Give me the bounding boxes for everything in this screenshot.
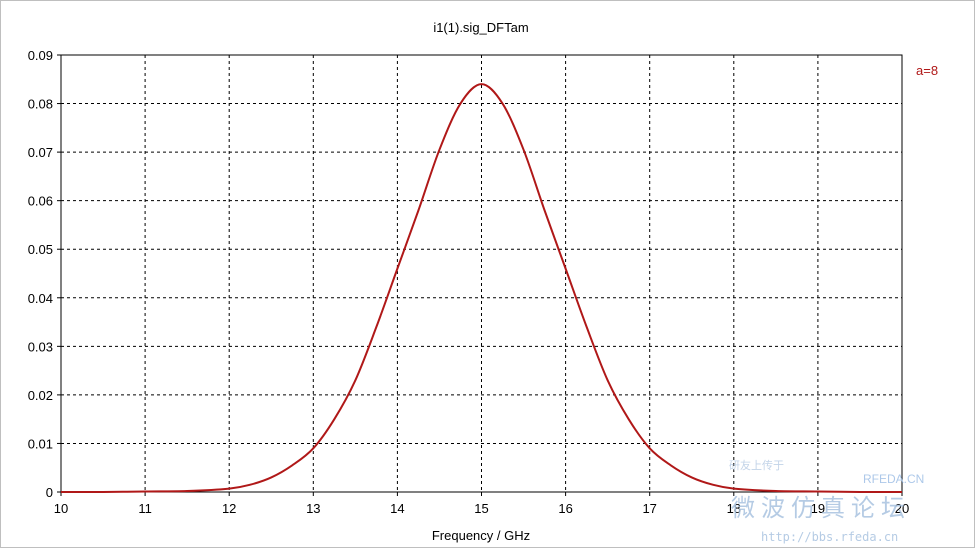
y-tick-label: 0.01 bbox=[28, 436, 53, 451]
y-tick-label: 0.09 bbox=[28, 48, 53, 63]
y-tick-label: 0.05 bbox=[28, 242, 53, 257]
x-tick-label: 19 bbox=[811, 501, 825, 516]
y-tick-label: 0.02 bbox=[28, 388, 53, 403]
x-tick-label: 16 bbox=[558, 501, 572, 516]
y-tick-label: 0.08 bbox=[28, 97, 53, 112]
watermark-chinese-text: 微波仿真论坛 bbox=[731, 494, 911, 522]
series-line-0 bbox=[60, 83, 902, 493]
x-tick-label: 13 bbox=[306, 501, 320, 516]
watermark-site-text: RFEDA.CN bbox=[863, 472, 924, 486]
grid bbox=[61, 55, 902, 492]
x-tick-label: 12 bbox=[222, 501, 236, 516]
x-tick-label: 20 bbox=[895, 501, 909, 516]
legend-entry-a8: a=8 bbox=[916, 63, 938, 78]
y-tick-label: 0.06 bbox=[28, 194, 53, 209]
watermark-small-text: 研友上传于 bbox=[729, 458, 784, 472]
y-tick-label: 0 bbox=[46, 485, 53, 500]
axis-ticks: 10 11 12 13 14 15 16 17 18 19 20 0 0.01 0.02 0.03 0.04 0… bbox=[28, 48, 910, 516]
chart-title: i1(1).sig_DFTam bbox=[433, 20, 528, 35]
x-tick-label: 17 bbox=[642, 501, 656, 516]
x-tick-label: 11 bbox=[138, 501, 152, 516]
x-axis-label: Frequency / GHz bbox=[432, 528, 530, 543]
x-tick-label: 10 bbox=[54, 501, 68, 516]
y-tick-label: 0.03 bbox=[28, 339, 53, 354]
x-tick-label: 15 bbox=[474, 501, 488, 516]
series-layer bbox=[60, 83, 902, 493]
watermark-url-text: http://bbs.rfeda.cn bbox=[761, 530, 898, 544]
watermark: 研友上传于 RFEDA.CN 微波仿真论坛 http://bbs.rfeda.c… bbox=[729, 458, 924, 544]
y-tick-label: 0.04 bbox=[28, 291, 53, 306]
y-tick-label: 0.07 bbox=[28, 145, 53, 160]
x-tick-label: 18 bbox=[727, 501, 741, 516]
x-tick-label: 14 bbox=[390, 501, 404, 516]
